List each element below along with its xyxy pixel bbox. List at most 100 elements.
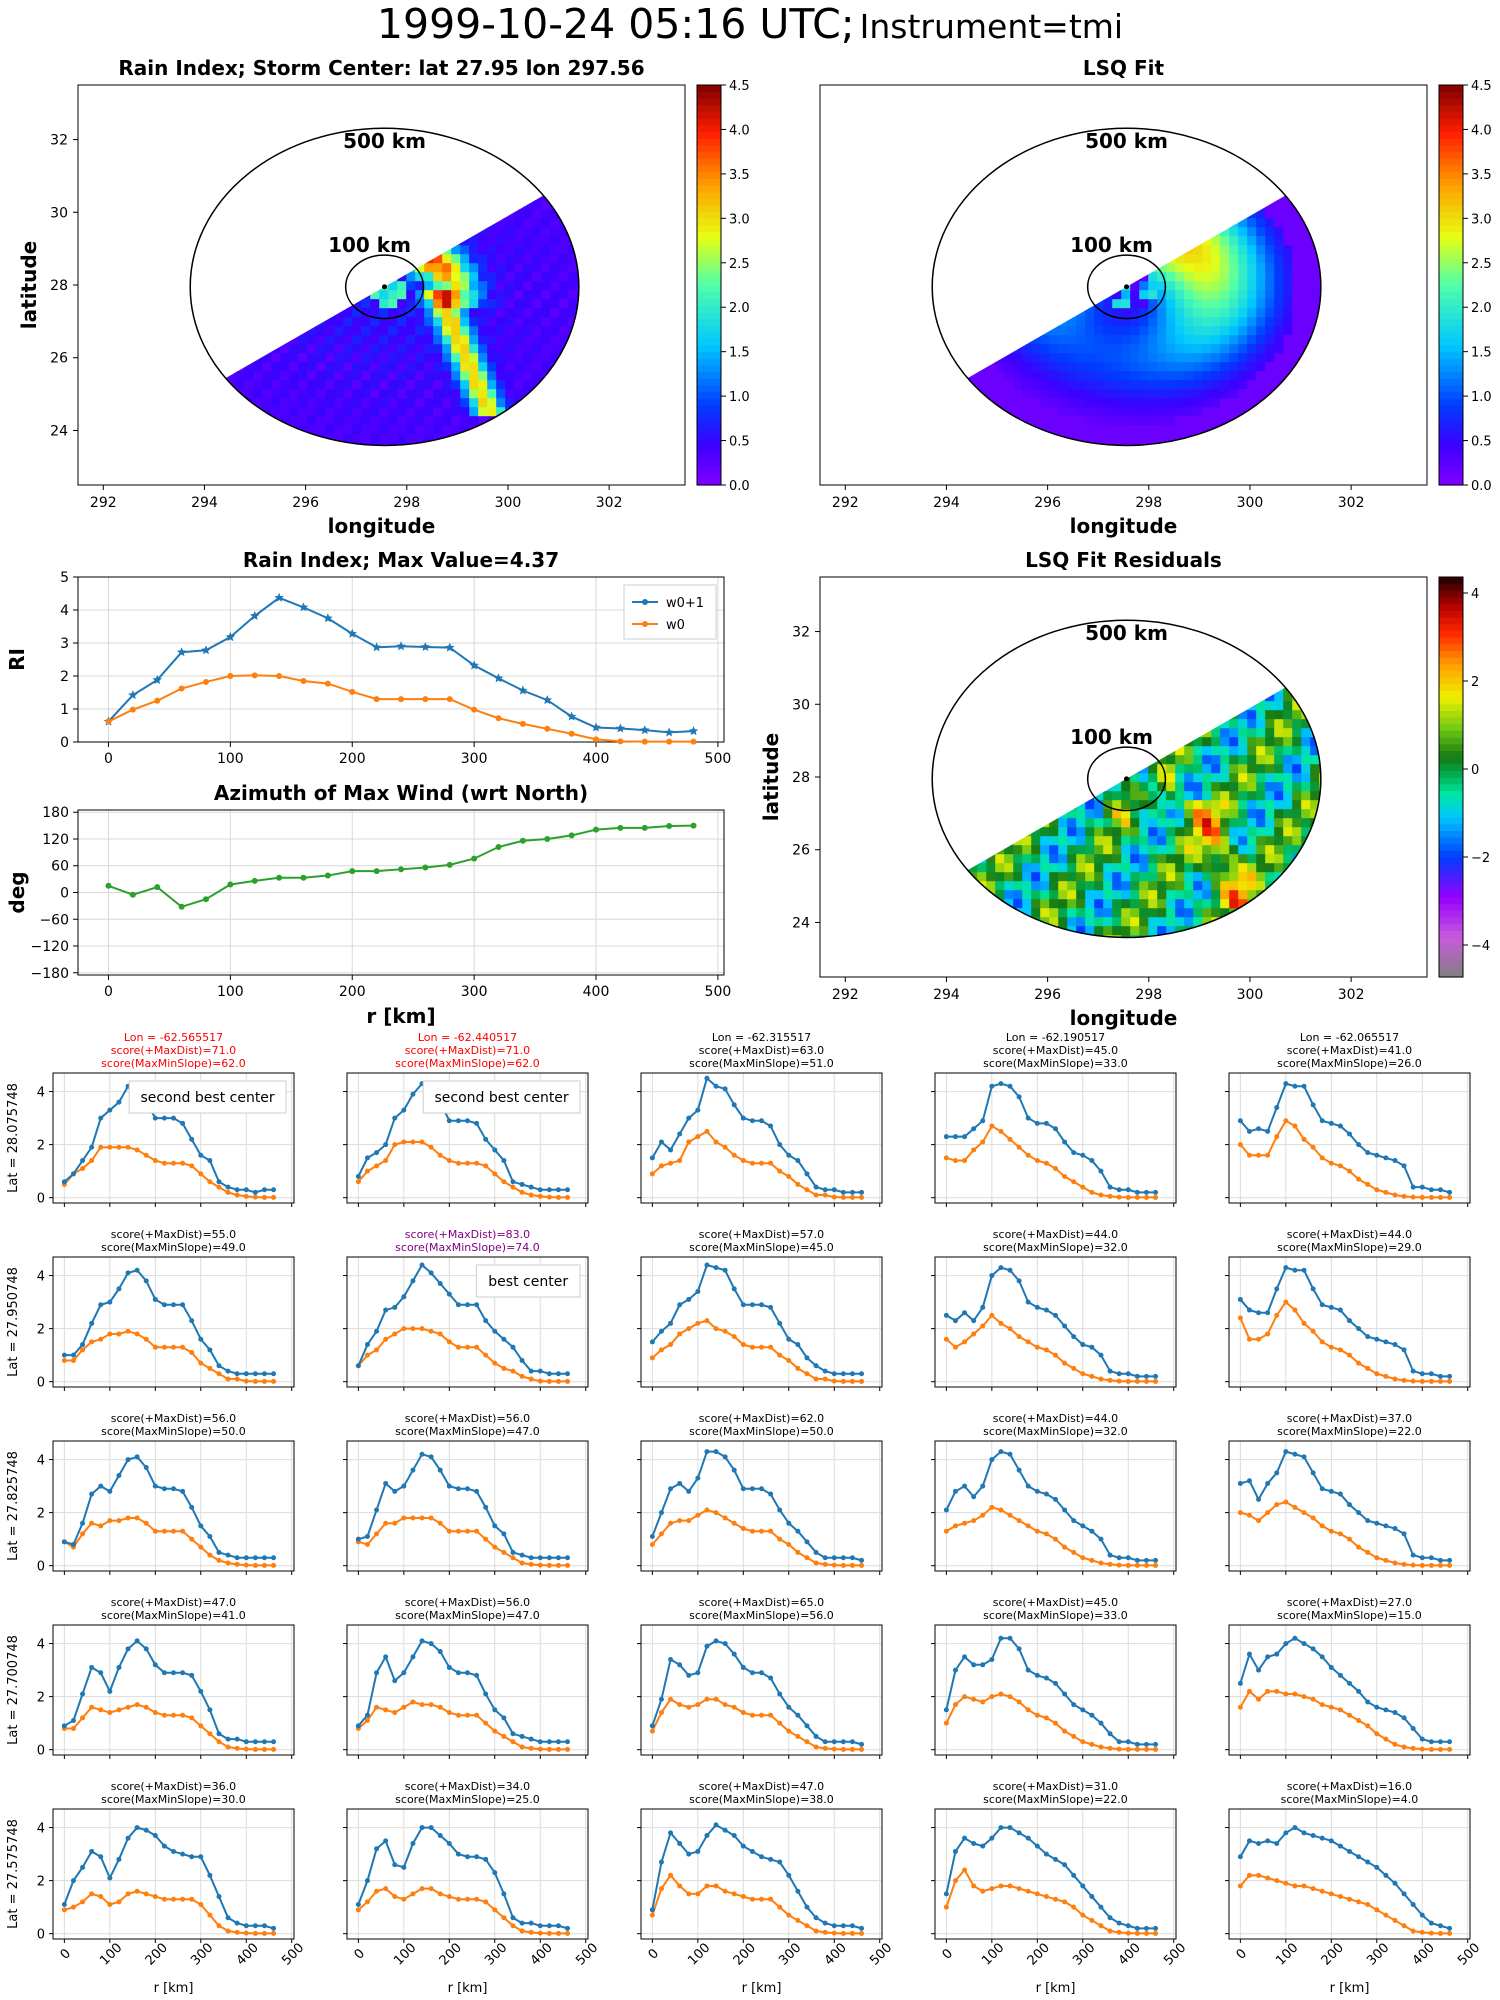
fit-colorbar-band: [1439, 185, 1463, 193]
fit-pixel: [1292, 308, 1302, 318]
resid-pixel: [1004, 701, 1014, 711]
resid-pixel: [1274, 667, 1284, 675]
resid-pixel: [959, 881, 969, 891]
rain-colorbar-band: [697, 471, 721, 479]
resid-pixel: [1022, 710, 1032, 720]
fit-pixel: [1040, 272, 1050, 282]
rain-pixel: [577, 317, 579, 327]
resid-pixel: [1031, 764, 1041, 774]
resid-pixel: [1139, 899, 1149, 909]
resid-pixel: [1274, 899, 1284, 909]
resid-pixel: [1049, 667, 1059, 675]
rain-pixel: [262, 200, 272, 210]
rain-pixel: [505, 146, 515, 156]
fit-pixel: [1157, 281, 1167, 291]
fit-pixel: [1157, 175, 1167, 183]
rain-pixel: [271, 200, 281, 210]
fit-pixel: [941, 425, 951, 435]
resid-pixel: [1319, 827, 1321, 837]
rain-pixel: [559, 209, 569, 219]
resid-pixel: [1058, 656, 1068, 666]
resid-pixel: [1004, 674, 1014, 684]
fit-pixel: [950, 254, 960, 264]
rain-pixel: [280, 416, 290, 426]
resid-pixel: [1265, 854, 1275, 864]
resid-pixel: [1211, 827, 1221, 837]
rain-pixel: [487, 218, 497, 228]
rain-pixel: [478, 344, 488, 354]
resid-pixel: [1301, 667, 1311, 675]
fit-pixel: [1031, 362, 1041, 372]
resid-pixel: [1301, 728, 1311, 738]
rain-colorbar-label: 0.5: [729, 435, 750, 450]
rain-pixel: [325, 308, 335, 318]
resid-pixel: [1175, 719, 1185, 729]
resid-pixel: [1049, 818, 1059, 828]
fit-pixel: [1139, 299, 1149, 309]
fit-pixel: [977, 416, 987, 426]
rain-pixel: [280, 175, 290, 183]
rain-pixel: [316, 290, 326, 300]
fit-pixel: [977, 254, 987, 264]
fit-pixel: [1229, 362, 1239, 372]
fit-pixel: [1301, 263, 1311, 273]
rain-colorbar-band: [697, 111, 721, 119]
fit-pixel: [1220, 281, 1230, 291]
resid-pixel: [1103, 845, 1113, 855]
rain-pixel: [253, 344, 263, 354]
rain-pixel: [280, 281, 290, 291]
resid-pixel: [1292, 800, 1302, 810]
resid-pixel: [1247, 863, 1257, 873]
rain-pixel: [352, 389, 362, 399]
rain-pixel: [523, 362, 533, 372]
fit-pixel: [1301, 407, 1311, 417]
rain-pixel: [559, 191, 569, 201]
fit-pixel: [941, 290, 951, 300]
fit-pixel: [1256, 443, 1266, 446]
fit-pixel: [1067, 344, 1077, 354]
resid-pixel: [986, 728, 996, 738]
fit-pixel: [1031, 443, 1041, 446]
resid-pixel: [1256, 629, 1266, 639]
fit-pixel: [1085, 425, 1095, 435]
resid-pixel: [1049, 710, 1059, 720]
fit-pixel: [1256, 326, 1266, 336]
rain-pixel: [460, 416, 470, 426]
rain-pixel: [262, 128, 272, 138]
resid-pixel: [1211, 818, 1221, 828]
rain-pixel: [514, 371, 524, 381]
fit-pixel: [950, 191, 960, 201]
fit-pixel: [1139, 380, 1149, 390]
rain-pixel: [415, 164, 425, 174]
fit-pixel: [977, 299, 987, 309]
rain-pixel: [343, 326, 353, 336]
fit-pixel: [1220, 227, 1230, 237]
fit-pixel: [1247, 245, 1257, 255]
fit-pixel: [1112, 290, 1122, 300]
fit-pixel: [1193, 182, 1203, 192]
resid-pixel: [1013, 836, 1023, 846]
rain-pixel: [190, 182, 200, 192]
rain-pixel: [226, 326, 236, 336]
resid-pixel: [1094, 656, 1104, 666]
fit-pixel: [932, 218, 942, 228]
resid-pixel: [1112, 656, 1122, 666]
rain-pixel: [505, 281, 515, 291]
rain-pixel: [460, 353, 470, 363]
rain-pixel: [334, 299, 344, 309]
fit-pixel: [1031, 398, 1041, 408]
resid-pixel: [1130, 674, 1140, 684]
rain-pixel: [235, 380, 245, 390]
rain-pixel: [379, 308, 389, 318]
rain-pixel: [316, 308, 326, 318]
fit-pixel: [1094, 182, 1104, 192]
fit-pixel: [1175, 416, 1185, 426]
rain-pixel: [496, 380, 506, 390]
rain-colorbar-band: [697, 138, 721, 146]
resid-pixel: [1049, 692, 1059, 702]
rain-pixel: [415, 308, 425, 318]
rain-pixel: [415, 326, 425, 336]
resid-pixel: [1067, 692, 1077, 702]
fit-pixel: [1193, 416, 1203, 426]
rain-pixel: [541, 227, 551, 237]
